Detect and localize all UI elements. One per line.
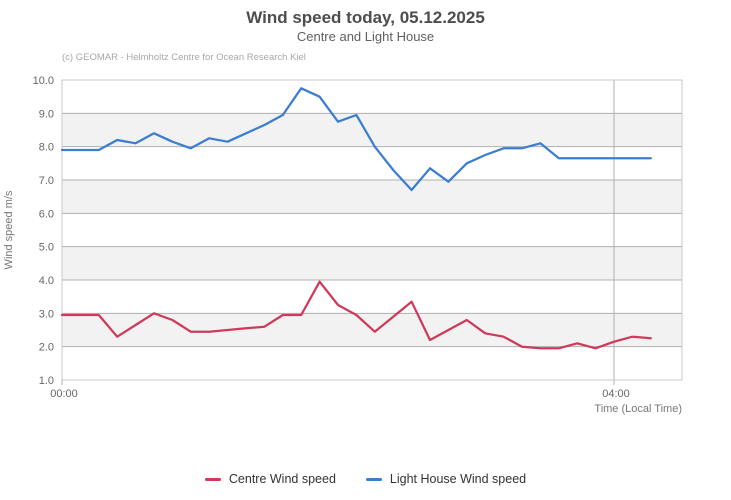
y-axis-title: Wind speed m/s bbox=[3, 190, 15, 269]
centre-wind-speed-line[interactable] bbox=[60, 280, 652, 350]
plot-border bbox=[61, 79, 683, 381]
plot-band bbox=[62, 246, 682, 280]
centre-series-marker-icon bbox=[204, 477, 221, 481]
x-axis-title: Time (Local Time) bbox=[594, 403, 682, 415]
light-house-wind-speed-line[interactable] bbox=[60, 87, 652, 192]
plot-band bbox=[62, 180, 682, 214]
chart-legend: Centre Wind speed Light House Wind speed bbox=[0, 472, 731, 486]
y-tick-label: 2.0 bbox=[39, 342, 54, 354]
legend-item-light-house[interactable]: Light House Wind speed bbox=[365, 472, 527, 486]
y-tick-label: 7.0 bbox=[39, 175, 54, 187]
x-tick-label: 04:00 bbox=[602, 388, 630, 400]
chart-title: Wind speed today, 05.12.2025 bbox=[246, 8, 485, 27]
chart-plot-area: 1.0 2.0 3.0 4.0 5.0 6.0 7.0 8.0 9.0 10.0 00:00 04:0… bbox=[3, 75, 683, 415]
chart-subtitle: Centre and Light House bbox=[296, 29, 435, 44]
y-tick-label: 6.0 bbox=[39, 208, 54, 220]
y-tick-label: 1.0 bbox=[39, 375, 54, 387]
x-tick-label: 00:00 bbox=[50, 388, 78, 400]
credit-text: (c) GEOMAR - Helmholtz Centre for Ocean … bbox=[62, 52, 306, 63]
legend-item-centre[interactable]: Centre Wind speed bbox=[204, 472, 336, 486]
y-tick-label: 4.0 bbox=[39, 275, 54, 287]
light-house-series-marker-icon bbox=[365, 477, 382, 481]
legend-label-centre: Centre Wind speed bbox=[228, 472, 336, 486]
y-tick-label: 9.0 bbox=[39, 108, 54, 120]
legend-label-light-house: Light House Wind speed bbox=[389, 472, 527, 486]
y-tick-label: 10.0 bbox=[33, 75, 54, 87]
y-tick-label: 8.0 bbox=[39, 142, 54, 154]
y-tick-label: 5.0 bbox=[39, 242, 54, 254]
y-tick-label: 3.0 bbox=[39, 308, 54, 320]
